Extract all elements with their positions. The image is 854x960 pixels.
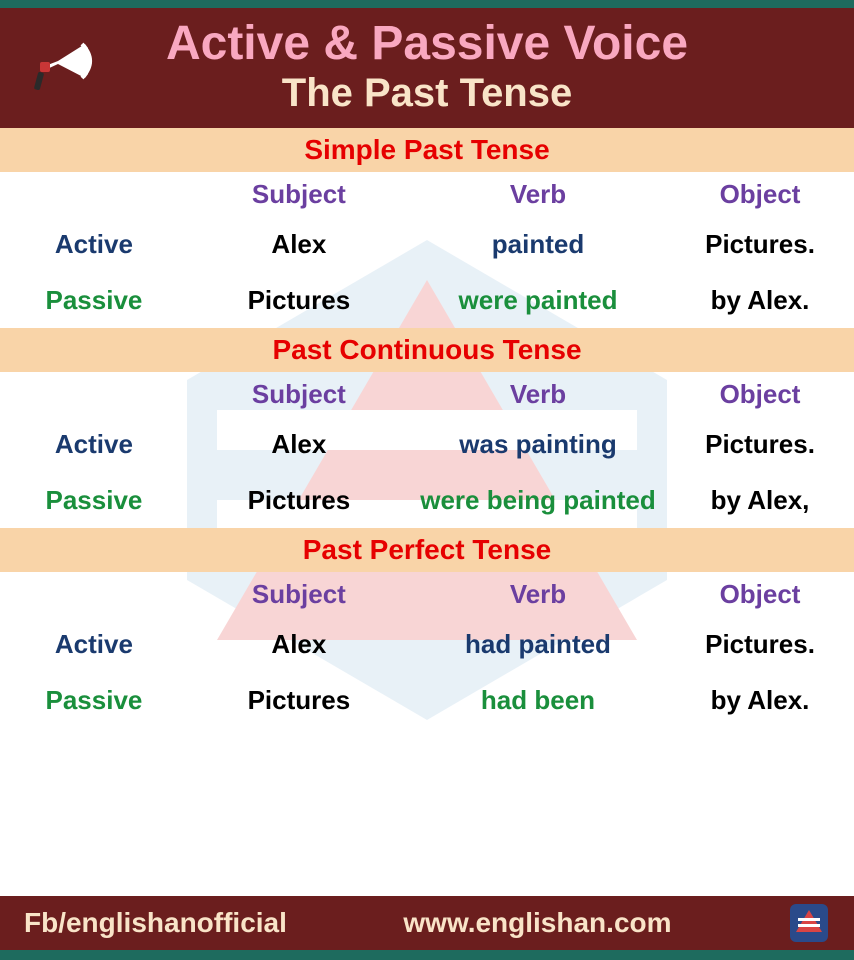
cell-object: Pictures. — [666, 427, 854, 462]
cell-verb: painted — [410, 227, 666, 262]
col-subject: Subject — [188, 577, 410, 612]
footer: Fb/englishanofficial www.englishan.com — [0, 896, 854, 960]
table-section-2: Subject Verb Object Active Alex had pain… — [0, 572, 854, 728]
passive-row: Passive Pictures had been by Alex. — [0, 672, 854, 728]
footer-right: www.englishan.com — [403, 907, 671, 939]
cell-verb: had painted — [410, 627, 666, 662]
col-object: Object — [666, 177, 854, 212]
cell-subject: Pictures — [188, 683, 410, 718]
col-verb: Verb — [410, 577, 666, 612]
col-verb: Verb — [410, 177, 666, 212]
table-section-1: Subject Verb Object Active Alex was pain… — [0, 372, 854, 528]
table-section-0: Subject Verb Object Active Alex painted … — [0, 172, 854, 328]
section-title-2: Past Perfect Tense — [0, 528, 854, 572]
cell-subject: Alex — [188, 427, 410, 462]
active-row: Active Alex was painting Pictures. — [0, 416, 854, 472]
col-subject: Subject — [188, 177, 410, 212]
row-label: Passive — [0, 683, 188, 718]
cell-object: Pictures. — [666, 227, 854, 262]
row-label: Passive — [0, 283, 188, 318]
cell-subject: Alex — [188, 627, 410, 662]
active-row: Active Alex painted Pictures. — [0, 216, 854, 272]
row-label: Active — [0, 427, 188, 462]
footer-left: Fb/englishanofficial — [24, 907, 287, 939]
col-blank — [0, 192, 188, 196]
cell-subject: Pictures — [188, 283, 410, 318]
row-label: Active — [0, 627, 188, 662]
col-object: Object — [666, 577, 854, 612]
footer-logo-icon — [788, 902, 830, 944]
cell-object: Pictures. — [666, 627, 854, 662]
passive-row: Passive Pictures were being painted by A… — [0, 472, 854, 528]
active-row: Active Alex had painted Pictures. — [0, 616, 854, 672]
cell-verb: was painting — [410, 427, 666, 462]
passive-row: Passive Pictures were painted by Alex. — [0, 272, 854, 328]
cell-verb: were being painted — [410, 483, 666, 518]
col-blank — [0, 592, 188, 596]
col-object: Object — [666, 377, 854, 412]
cell-object: by Alex, — [666, 483, 854, 518]
section-title-0: Simple Past Tense — [0, 128, 854, 172]
page-title: Active & Passive Voice — [20, 16, 834, 71]
megaphone-icon — [30, 26, 100, 96]
header: Active & Passive Voice The Past Tense — [0, 0, 854, 128]
col-verb: Verb — [410, 377, 666, 412]
cell-subject: Pictures — [188, 483, 410, 518]
cell-verb: had been — [410, 683, 666, 718]
column-headers: Subject Verb Object — [0, 572, 854, 616]
column-headers: Subject Verb Object — [0, 372, 854, 416]
row-label: Active — [0, 227, 188, 262]
section-title-1: Past Continuous Tense — [0, 328, 854, 372]
cell-subject: Alex — [188, 227, 410, 262]
column-headers: Subject Verb Object — [0, 172, 854, 216]
cell-object: by Alex. — [666, 283, 854, 318]
col-blank — [0, 392, 188, 396]
col-subject: Subject — [188, 377, 410, 412]
cell-object: by Alex. — [666, 683, 854, 718]
cell-verb: were painted — [410, 283, 666, 318]
row-label: Passive — [0, 483, 188, 518]
page-subtitle: The Past Tense — [20, 71, 834, 116]
